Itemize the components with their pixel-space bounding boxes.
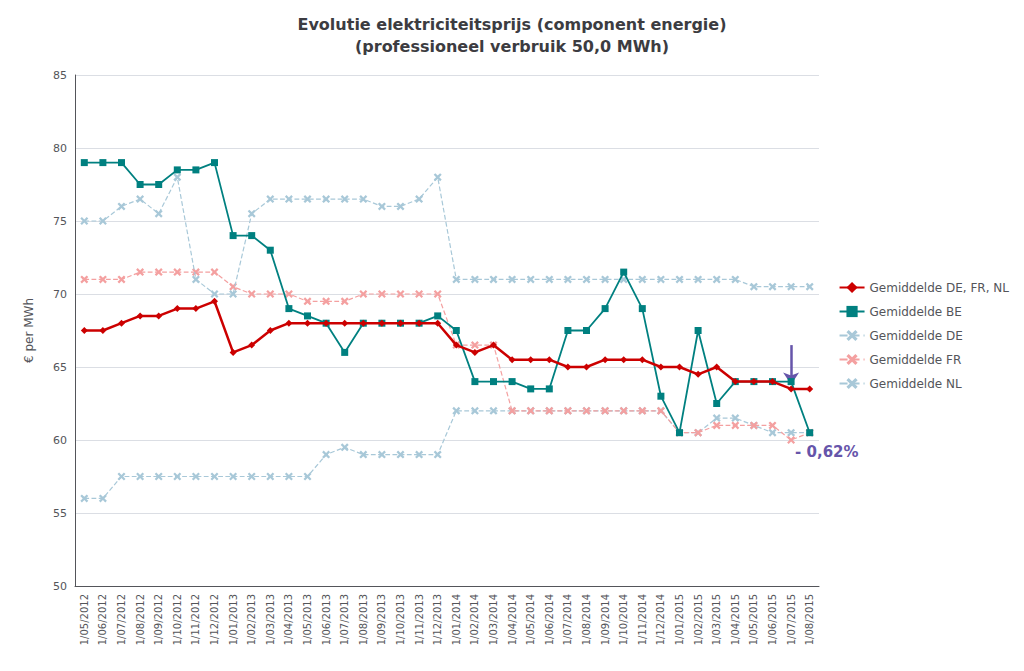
- svg-text:1/05/2013: 1/05/2013: [302, 594, 313, 645]
- svg-text:1/10/2013: 1/10/2013: [395, 594, 406, 645]
- svg-text:1/04/2013: 1/04/2013: [283, 594, 294, 645]
- svg-text:€ per MWh: € per MWh: [22, 298, 36, 363]
- svg-text:1/06/2015: 1/06/2015: [767, 594, 778, 645]
- svg-text:1/03/2013: 1/03/2013: [265, 594, 276, 645]
- svg-text:1/11/2013: 1/11/2013: [414, 594, 425, 645]
- svg-text:1/09/2013: 1/09/2013: [376, 594, 387, 645]
- svg-text:1/11/2014: 1/11/2014: [637, 594, 648, 645]
- svg-text:1/07/2014: 1/07/2014: [562, 594, 573, 645]
- svg-text:80: 80: [53, 142, 67, 155]
- svg-text:55: 55: [53, 507, 67, 520]
- svg-text:1/03/2014: 1/03/2014: [488, 594, 499, 645]
- svg-text:- 0,62%: - 0,62%: [795, 443, 859, 461]
- svg-text:1/06/2014: 1/06/2014: [544, 594, 555, 645]
- svg-text:1/02/2013: 1/02/2013: [246, 594, 257, 645]
- svg-text:65: 65: [53, 361, 67, 374]
- svg-text:75: 75: [53, 215, 67, 228]
- svg-text:1/01/2015: 1/01/2015: [674, 594, 685, 645]
- svg-text:1/04/2014: 1/04/2014: [507, 594, 518, 645]
- svg-text:1/07/2015: 1/07/2015: [786, 594, 797, 645]
- svg-text:1/06/2013: 1/06/2013: [321, 594, 332, 645]
- svg-text:1/08/2015: 1/08/2015: [804, 594, 815, 645]
- svg-text:Gemiddelde DE: Gemiddelde DE: [870, 329, 963, 343]
- svg-text:1/09/2014: 1/09/2014: [600, 594, 611, 645]
- svg-text:1/01/2013: 1/01/2013: [228, 594, 239, 645]
- svg-text:1/01/2014: 1/01/2014: [451, 594, 462, 645]
- svg-text:1/08/2013: 1/08/2013: [358, 594, 369, 645]
- svg-text:Evolutie elektriciteitsprijs (: Evolutie elektriciteitsprijs (component …: [297, 15, 726, 34]
- svg-text:70: 70: [53, 288, 67, 301]
- svg-text:1/02/2014: 1/02/2014: [469, 594, 480, 645]
- svg-text:1/07/2012: 1/07/2012: [116, 594, 127, 645]
- svg-text:Gemiddelde FR: Gemiddelde FR: [870, 353, 962, 367]
- svg-text:(professioneel verbruik 50,0 M: (professioneel verbruik 50,0 MWh): [355, 37, 669, 56]
- svg-text:1/05/2015: 1/05/2015: [748, 594, 759, 645]
- svg-text:1/02/2015: 1/02/2015: [693, 594, 704, 645]
- svg-text:1/06/2012: 1/06/2012: [97, 594, 108, 645]
- svg-text:1/12/2014: 1/12/2014: [655, 594, 666, 645]
- svg-text:1/12/2012: 1/12/2012: [209, 594, 220, 645]
- svg-text:1/11/2012: 1/11/2012: [190, 594, 201, 645]
- svg-text:85: 85: [53, 69, 67, 82]
- svg-text:1/08/2012: 1/08/2012: [135, 594, 146, 645]
- svg-text:1/08/2014: 1/08/2014: [581, 594, 592, 645]
- svg-text:Gemiddelde BE: Gemiddelde BE: [870, 305, 962, 319]
- svg-text:1/10/2014: 1/10/2014: [618, 594, 629, 645]
- svg-text:Gemiddelde NL: Gemiddelde NL: [870, 377, 962, 391]
- svg-text:50: 50: [53, 580, 67, 593]
- svg-text:1/10/2012: 1/10/2012: [172, 594, 183, 645]
- svg-text:1/03/2015: 1/03/2015: [711, 594, 722, 645]
- svg-text:Gemiddelde DE, FR, NL: Gemiddelde DE, FR, NL: [870, 281, 1010, 295]
- svg-text:1/04/2015: 1/04/2015: [730, 594, 741, 645]
- svg-text:60: 60: [53, 434, 67, 447]
- svg-text:1/05/2012: 1/05/2012: [79, 594, 90, 645]
- svg-text:1/07/2013: 1/07/2013: [339, 594, 350, 645]
- svg-text:1/12/2013: 1/12/2013: [432, 594, 443, 645]
- svg-text:1/05/2014: 1/05/2014: [525, 594, 536, 645]
- svg-text:1/09/2012: 1/09/2012: [153, 594, 164, 645]
